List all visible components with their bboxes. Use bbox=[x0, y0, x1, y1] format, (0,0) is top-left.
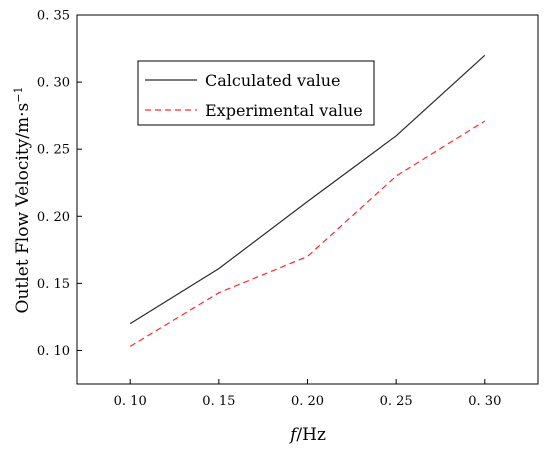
x-tick-label: 0. 20 bbox=[291, 394, 324, 409]
x-tick-label: 0. 10 bbox=[114, 394, 147, 409]
series-line-experimental bbox=[129, 120, 486, 347]
legend-label-calculated: Calculated value bbox=[205, 71, 341, 90]
y-axis-title: Outlet Flow Velocity/m·s−1 bbox=[12, 87, 33, 314]
y-tick-label: 0. 20 bbox=[37, 210, 70, 225]
x-tick-label: 0. 30 bbox=[468, 394, 501, 409]
legend-label-experimental: Experimental value bbox=[205, 101, 363, 120]
y-tick-label: 0. 10 bbox=[37, 344, 70, 359]
legend: Calculated value Experimental value bbox=[137, 60, 375, 126]
y-tick-label: 0. 30 bbox=[37, 76, 70, 91]
x-tick-label: 0. 15 bbox=[202, 394, 235, 409]
y-tick-label: 0. 35 bbox=[37, 9, 70, 24]
series-line-calculated bbox=[129, 54, 486, 325]
x-tick-label: 0. 25 bbox=[380, 394, 413, 409]
y-tick-label: 0. 15 bbox=[37, 277, 70, 292]
y-tick-label: 0. 25 bbox=[37, 143, 70, 158]
x-axis-title: f/Hz bbox=[288, 425, 326, 445]
x-axis: 0. 10 0. 15 0. 20 0. 25 0. 30 bbox=[114, 379, 501, 409]
series-group bbox=[129, 54, 486, 347]
y-axis: 0. 10 0. 15 0. 20 0. 25 0. 30 0. 35 bbox=[37, 9, 82, 359]
legend-box bbox=[137, 60, 375, 126]
